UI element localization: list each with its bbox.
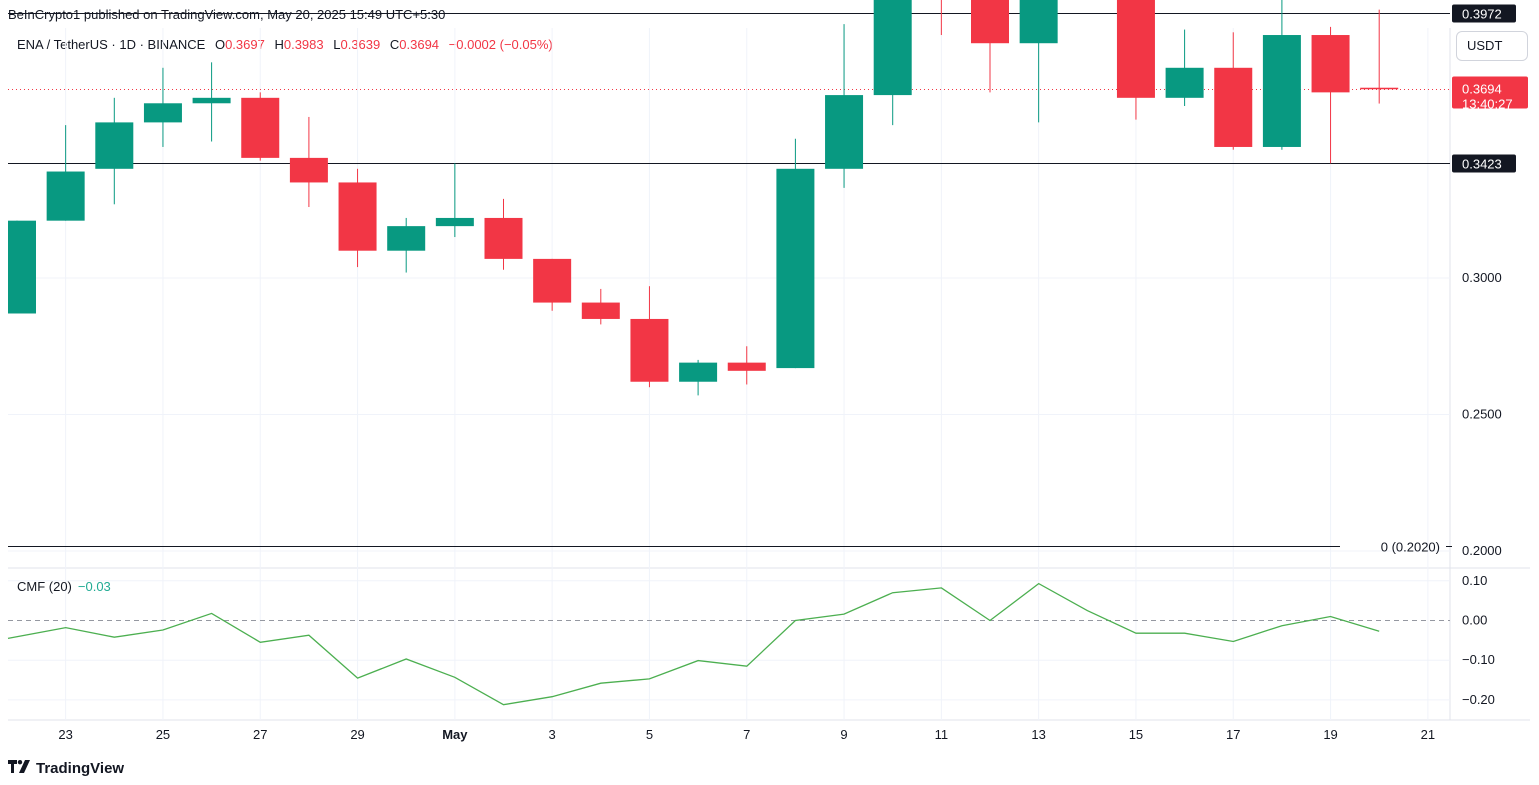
price-tick-label: 0.3000 — [1462, 270, 1502, 285]
candle-body — [435, 217, 474, 227]
candle-body — [971, 0, 1009, 44]
candle-body — [8, 220, 36, 314]
time-tick-label: 27 — [253, 727, 267, 742]
ohlc-high-value: 0.3983 — [283, 37, 324, 52]
candle-body — [727, 362, 766, 371]
candle-body — [630, 318, 669, 382]
candle-body — [484, 217, 523, 259]
ohlc-open-key: O — [214, 37, 226, 52]
candle-body — [825, 95, 864, 169]
ohlc-low-value: 0.3639 — [340, 37, 381, 52]
candle-body — [1311, 35, 1350, 93]
candle-body — [1165, 67, 1204, 98]
time-tick-label: 9 — [840, 727, 847, 742]
time-tick-label: 23 — [58, 727, 72, 742]
time-tick-label: 25 — [156, 727, 170, 742]
cmf-series-line — [7, 582, 1380, 706]
time-tick-label: 19 — [1323, 727, 1337, 742]
candle-body — [1116, 0, 1155, 98]
candle-body — [143, 103, 182, 123]
candle-body — [387, 226, 426, 251]
cmf-tick-label: 0.10 — [1462, 573, 1487, 588]
candle-body — [1360, 87, 1399, 90]
candle-countdown: 13:40:27 — [1462, 97, 1513, 112]
ohlc-high-key: H — [274, 37, 284, 52]
candle-body — [679, 362, 718, 382]
ohlc-low-key: L — [333, 37, 341, 52]
cmf-tick-label: −0.20 — [1462, 692, 1495, 707]
cmf-title: CMF (20) — [17, 579, 72, 594]
candle-body — [192, 97, 231, 104]
symbol-legend: ENA / TetherUS · 1D · BINANCE O0.3697 H0… — [17, 37, 553, 52]
ohlc-close-value: 0.3694 — [399, 37, 440, 52]
candle-body — [338, 182, 377, 251]
price-tick-label: 0.2500 — [1462, 407, 1502, 422]
time-tick-label: 5 — [646, 727, 653, 742]
currency-selector[interactable]: USDT — [1456, 31, 1528, 61]
candle-body — [1262, 35, 1301, 147]
time-tick-label: 11 — [935, 727, 949, 742]
ohlc-close-key: C — [389, 37, 400, 52]
brand-text: TradingView — [36, 760, 125, 777]
current-price-tag — [1452, 76, 1528, 109]
ohlc-open-value: 0.3697 — [225, 37, 265, 52]
candle-body — [1019, 0, 1058, 44]
tradingview-brand[interactable]: TradingView — [8, 760, 124, 777]
time-tick-label: 13 — [1031, 727, 1045, 742]
publisher-note: BeInCrypto1 published on TradingView.com… — [8, 7, 446, 22]
price-tick-label: 0.2000 — [1462, 543, 1502, 558]
price-change: −0.0002 (−0.05%) — [448, 37, 553, 52]
level-label: 0 (0.2020) — [1381, 540, 1440, 555]
candle-body — [241, 97, 280, 158]
symbol-title: ENA / TetherUS · 1D · BINANCE — [17, 37, 206, 52]
time-tick-label: 15 — [1129, 727, 1143, 742]
candle-body — [533, 258, 572, 303]
cmf-current-value: −0.03 — [77, 579, 111, 594]
level-price-label: 0.3972 — [1462, 7, 1502, 22]
candle-body — [873, 0, 912, 96]
time-tick-label: 29 — [350, 727, 364, 742]
level-price-tag — [1452, 4, 1516, 23]
candle-body — [95, 122, 134, 169]
candle-body — [581, 302, 620, 319]
candle-body — [1214, 67, 1253, 147]
time-tick-label: 3 — [549, 727, 556, 742]
cmf-tick-label: 0.00 — [1462, 613, 1487, 628]
cmf-tick-label: −0.10 — [1462, 652, 1495, 667]
time-tick-label: May — [442, 727, 468, 742]
candle-body — [289, 157, 328, 183]
current-price-label: 0.3694 — [1462, 82, 1502, 97]
candle-body — [46, 171, 85, 221]
time-tick-label: 7 — [743, 727, 750, 742]
cmf-legend: CMF (20) −0.03 — [17, 579, 111, 594]
candle-body — [776, 168, 815, 369]
time-tick-label: 17 — [1226, 727, 1240, 742]
time-tick-label: 21 — [1421, 727, 1435, 742]
level-price-label: 0.3423 — [1462, 157, 1502, 172]
level-price-tag — [1452, 154, 1516, 173]
tradingview-logo-icon — [8, 760, 30, 777]
